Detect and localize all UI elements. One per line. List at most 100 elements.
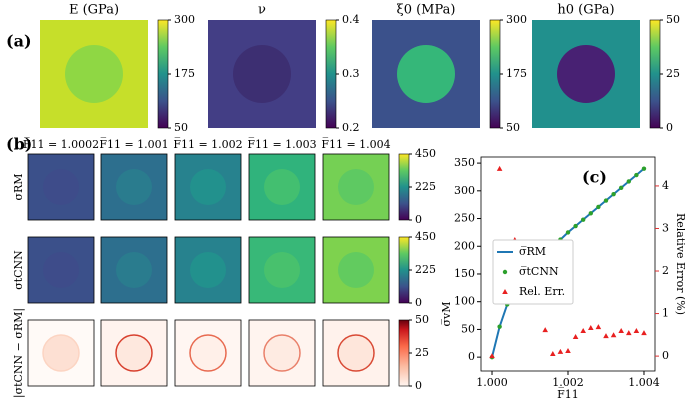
data-point xyxy=(641,166,647,171)
column-title: F̅11 = 1.002 xyxy=(173,137,242,151)
y2-tick-label: 2 xyxy=(662,264,669,277)
inclusion xyxy=(263,334,301,372)
legend-label: Rel. Err. xyxy=(519,285,565,298)
colorbar-tick-label: 300 xyxy=(174,13,195,26)
colorbar-tick-label: 175 xyxy=(506,67,527,80)
colorbar-tick-label: 0.4 xyxy=(342,13,360,26)
y-tick-label: 250 xyxy=(454,212,475,225)
data-point xyxy=(496,165,503,171)
data-point xyxy=(565,230,571,235)
colorbar xyxy=(398,319,410,387)
inclusion xyxy=(116,169,152,205)
data-point xyxy=(572,333,579,339)
colorbar-tick-label: 225 xyxy=(415,263,436,276)
colorbar-tick-label: 50 xyxy=(666,13,680,26)
image-title: E (GPa) xyxy=(69,3,119,18)
data-point xyxy=(618,185,624,190)
inclusion xyxy=(397,45,455,103)
colorbar-tick-label: 225 xyxy=(415,180,436,193)
inclusion xyxy=(43,252,79,288)
data-point xyxy=(557,348,564,354)
colorbar-tick-label: 450 xyxy=(415,147,436,160)
legend-swatch xyxy=(502,289,508,294)
row-label: σRM xyxy=(12,173,25,200)
colorbar xyxy=(398,236,410,304)
colorbar-tick-label: 0 xyxy=(415,296,422,309)
colorbar xyxy=(325,19,337,129)
y-axis-label: σ̅vM xyxy=(440,302,453,327)
inclusion xyxy=(190,252,226,288)
image-title: ξ0 (MPa) xyxy=(397,3,456,18)
y2-tick-label: 3 xyxy=(662,221,669,234)
data-point xyxy=(550,350,556,356)
data-point xyxy=(580,217,586,222)
data-point xyxy=(610,332,617,338)
y-tick-label: 150 xyxy=(454,267,475,280)
inclusion xyxy=(338,169,374,205)
colorbar-tick-label: 0.3 xyxy=(342,67,360,80)
data-point xyxy=(603,198,609,203)
row-label: |σtCNN − σRM| xyxy=(12,308,26,398)
inclusion xyxy=(42,334,80,372)
colorbar-tick-label: 0 xyxy=(666,121,673,134)
colorbar xyxy=(649,19,661,129)
inclusion xyxy=(189,334,227,372)
colorbar-tick-label: 300 xyxy=(506,13,527,26)
column-title: F̅11 = 1.004 xyxy=(321,137,390,151)
colorbar xyxy=(489,19,501,129)
data-point xyxy=(542,327,549,333)
colorbar-tick-label: 25 xyxy=(415,346,429,359)
legend-label: σ̅tCNN xyxy=(519,265,559,278)
y-tick-label: 100 xyxy=(454,295,475,308)
y-tick-label: 350 xyxy=(454,156,475,169)
colorbar-tick-label: 0 xyxy=(415,379,422,392)
panel-label: (b) xyxy=(6,135,32,154)
y-tick-label: 300 xyxy=(454,184,475,197)
column-title: F̅11 = 1.003 xyxy=(247,137,316,151)
y2-tick-label: 4 xyxy=(662,179,669,192)
data-point xyxy=(489,353,495,359)
data-point xyxy=(603,333,609,339)
data-point xyxy=(573,223,578,229)
data-point xyxy=(626,179,631,184)
y-tick-label: 0 xyxy=(468,350,475,363)
data-point xyxy=(497,324,502,329)
x-tick-label: 1.000 xyxy=(476,376,508,389)
legend-label: σ̅RM xyxy=(519,245,546,258)
inclusion xyxy=(264,169,300,205)
inclusion xyxy=(337,334,375,372)
inclusion xyxy=(264,252,300,288)
x-tick-label: 1.002 xyxy=(552,376,584,389)
inclusion xyxy=(190,169,226,205)
inclusion xyxy=(338,252,374,288)
inclusion xyxy=(233,45,291,103)
colorbar-tick-label: 175 xyxy=(174,67,195,80)
data-point xyxy=(618,328,624,334)
inclusion xyxy=(557,45,615,103)
y2-tick-label: 0 xyxy=(662,349,669,362)
colorbar-tick-label: 50 xyxy=(174,121,188,134)
column-title: F̅11 = 1.0002 xyxy=(23,137,99,151)
data-point xyxy=(633,328,640,334)
y-tick-label: 50 xyxy=(461,322,475,335)
legend-box xyxy=(492,239,574,305)
colorbar-tick-label: 25 xyxy=(666,67,680,80)
data-point xyxy=(595,324,602,330)
image-title: h0 (GPa) xyxy=(557,3,614,18)
y2-axis-label: Relative Error (%) xyxy=(674,213,685,315)
colorbar xyxy=(157,19,169,129)
data-point xyxy=(625,330,632,336)
data-point xyxy=(634,172,639,178)
inclusion xyxy=(115,334,153,372)
image-title: ν xyxy=(258,3,266,18)
legend-swatch xyxy=(502,269,508,275)
colorbar-tick-label: 0 xyxy=(415,213,422,226)
data-point xyxy=(565,348,571,354)
data-point xyxy=(596,204,601,210)
y-tick-label: 200 xyxy=(454,239,475,252)
data-point xyxy=(587,325,594,331)
column-title: F̅11 = 1.001 xyxy=(99,137,168,151)
y2-tick-label: 1 xyxy=(662,307,669,320)
inclusion xyxy=(65,45,123,103)
